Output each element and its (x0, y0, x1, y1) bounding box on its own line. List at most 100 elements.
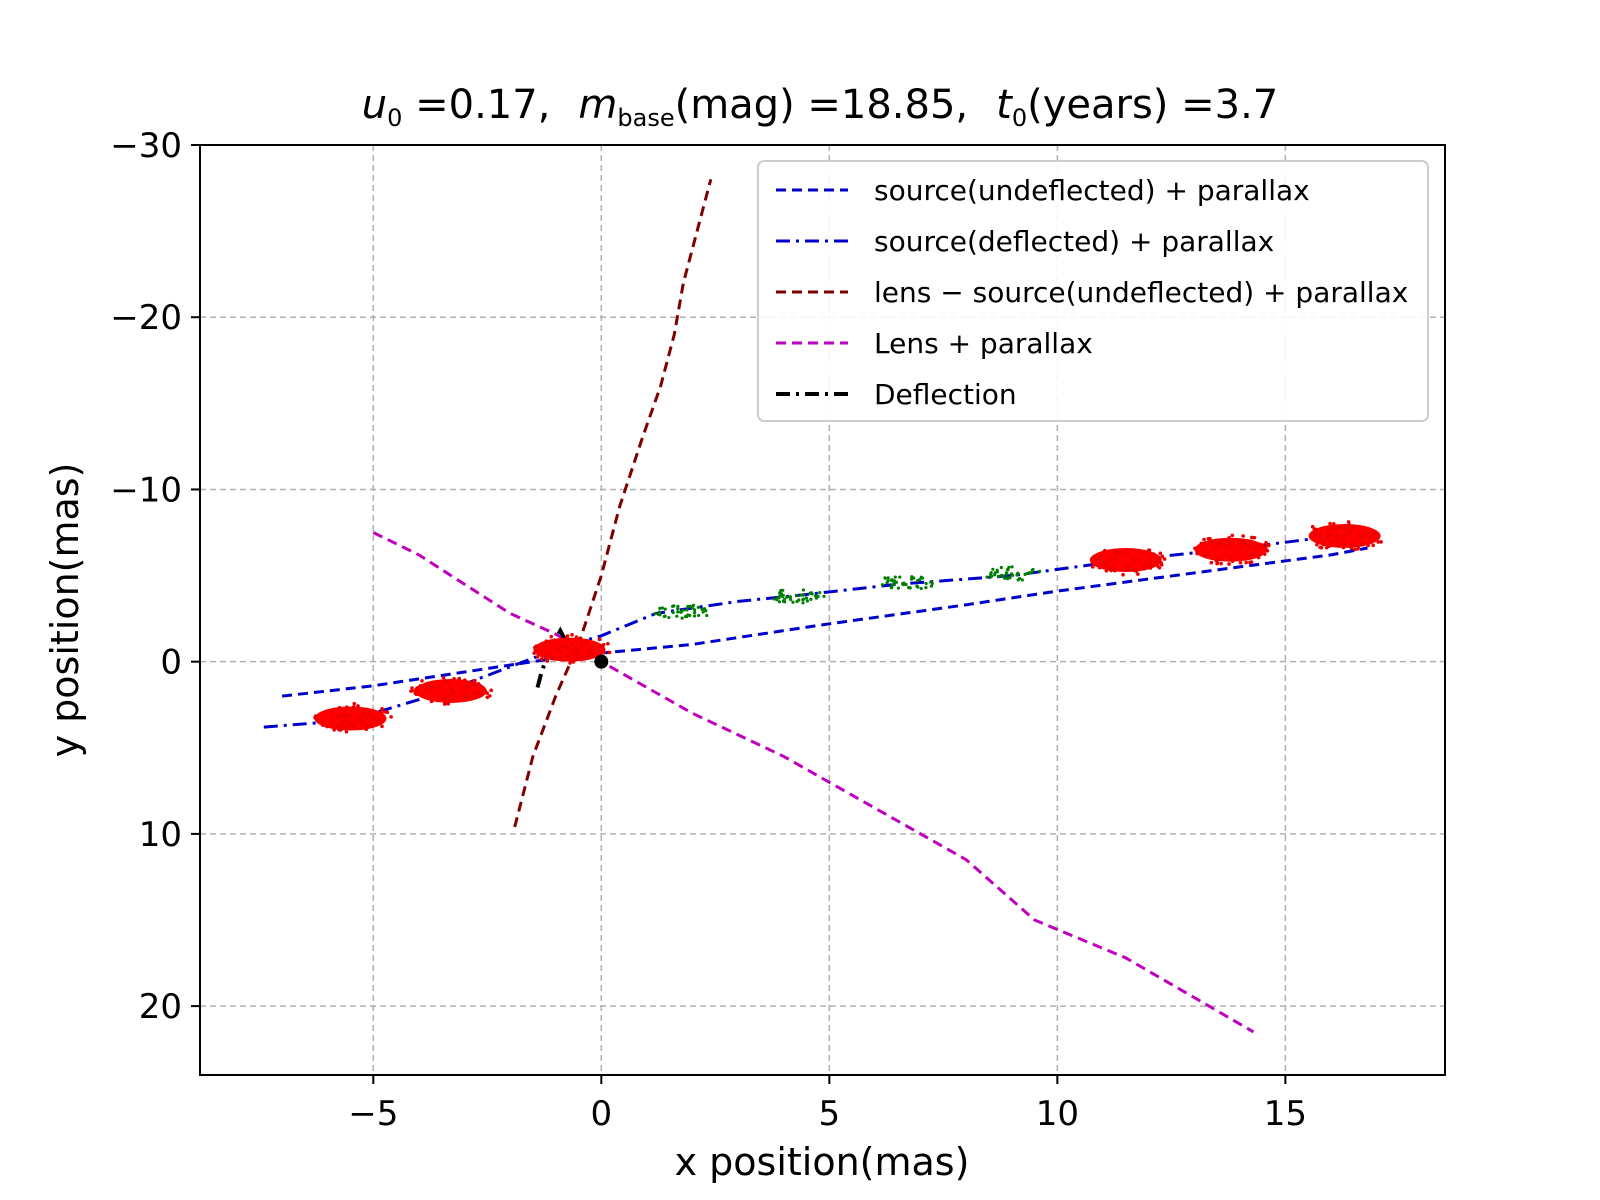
red-point (439, 696, 443, 700)
red-point (356, 704, 360, 708)
red-point (488, 694, 492, 698)
x-tick-label: 5 (819, 1094, 841, 1134)
green-point (653, 611, 657, 616)
red-point (463, 678, 467, 682)
red-point (1328, 521, 1332, 526)
red-point (344, 729, 349, 734)
red-point (330, 716, 334, 720)
red-point (1145, 564, 1149, 569)
red-point (429, 699, 434, 704)
green-point (985, 575, 989, 579)
red-point (1156, 555, 1161, 560)
red-point (1351, 524, 1356, 529)
green-point (788, 595, 793, 599)
red-point (449, 689, 454, 694)
red-point (485, 691, 489, 695)
green-point (995, 568, 999, 572)
red-point (325, 710, 329, 714)
chart-title: u0 =0.17, mbase(mag) =18.85, t0(years) =3.… (362, 82, 1279, 132)
green-point (705, 613, 709, 618)
red-point (1353, 547, 1357, 552)
green-point (672, 604, 676, 608)
red-point (357, 715, 361, 719)
green-point (813, 594, 817, 598)
red-point (1246, 544, 1251, 549)
red-point (1160, 554, 1165, 559)
red-point (1348, 528, 1352, 533)
red-point (1315, 543, 1319, 547)
red-point (1344, 532, 1349, 537)
red-point (452, 676, 456, 681)
green-point (924, 581, 928, 586)
red-point (1316, 538, 1321, 543)
red-point (1134, 569, 1139, 574)
red-point (378, 720, 382, 725)
green-point (1016, 578, 1020, 582)
red-point (379, 711, 384, 715)
x-axis-ticks: −5 0 5 10 15 (348, 1075, 1307, 1134)
red-cluster-core (533, 637, 606, 662)
red-point (573, 646, 578, 650)
green-point (797, 598, 801, 602)
legend-box (757, 160, 1429, 422)
red-point (1209, 560, 1214, 565)
title-u0-value: =0.17, (402, 82, 550, 128)
red-point (410, 688, 415, 693)
y-tick-label: 10 (139, 815, 182, 855)
green-point (693, 608, 697, 612)
red-point (473, 678, 477, 683)
red-point (569, 642, 573, 646)
legend-label-3: Lens + parallax (874, 327, 1093, 360)
green-point (902, 581, 906, 585)
green-point (1015, 573, 1019, 577)
green-point (675, 614, 679, 618)
green-point (667, 615, 671, 620)
red-point (1349, 546, 1354, 550)
red-point (1111, 566, 1116, 571)
red-point (1371, 543, 1375, 548)
green-point (791, 600, 795, 604)
y-tick-label: 0 (160, 643, 182, 683)
green-point (1026, 571, 1030, 576)
red-point (1334, 539, 1339, 544)
green-point (997, 574, 1001, 578)
red-point (479, 693, 483, 698)
red-point (545, 659, 550, 663)
red-point (1324, 546, 1329, 550)
title-mbase-symbol: m (578, 82, 617, 128)
red-point (425, 687, 429, 692)
green-point (799, 593, 804, 597)
red-point (1209, 539, 1213, 544)
red-cluster-5 (1308, 520, 1383, 552)
green-point (795, 593, 799, 598)
green-point (780, 594, 785, 599)
green-point (890, 583, 894, 587)
title-t0-rest: (years) =3.7 (1027, 82, 1278, 128)
red-point (1357, 532, 1362, 537)
red-point (1366, 543, 1370, 548)
green-point (789, 597, 793, 602)
green-point (919, 586, 923, 591)
red-point (1265, 542, 1269, 547)
red-point (1195, 551, 1199, 556)
x-tick-label: 15 (1264, 1094, 1307, 1134)
red-point (1148, 566, 1153, 570)
green-point (801, 588, 805, 592)
green-point (891, 579, 895, 583)
red-point (1314, 529, 1318, 534)
y-axis-label: y position(mas) (43, 463, 87, 758)
red-point (1343, 535, 1347, 540)
red-point (1329, 540, 1334, 544)
red-point (1262, 552, 1267, 556)
green-point (999, 573, 1004, 577)
red-point (1239, 545, 1243, 550)
y-tick-label: 20 (139, 987, 182, 1027)
red-point (544, 639, 549, 643)
red-point (321, 723, 325, 728)
green-point (697, 613, 701, 618)
green-point (908, 586, 912, 590)
red-point (1370, 534, 1375, 538)
red-cluster-2 (532, 632, 612, 665)
green-point (893, 582, 897, 586)
red-point (555, 646, 560, 651)
